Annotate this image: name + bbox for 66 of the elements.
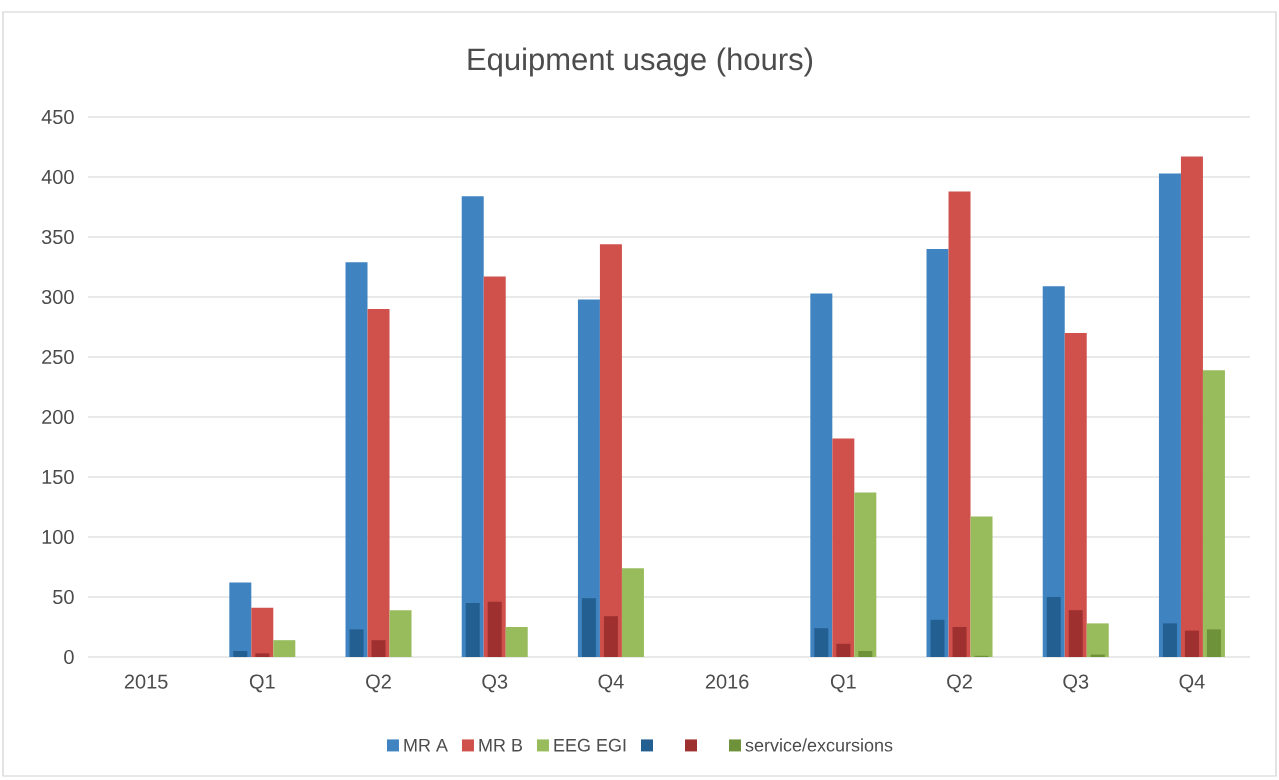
bar — [1206, 629, 1221, 657]
bar — [836, 643, 851, 657]
x-tick-label: Q2 — [366, 674, 391, 693]
y-tick-label: 350 — [41, 229, 74, 245]
bar — [1046, 596, 1061, 657]
bar — [345, 262, 368, 657]
x-tick-label: Q2 — [947, 674, 972, 693]
y-tick-label: 400 — [41, 169, 74, 185]
x-tick-label: Q3 — [482, 674, 508, 693]
bar — [1180, 156, 1203, 657]
bar — [621, 568, 644, 657]
legend-label: service/excursions — [745, 738, 893, 752]
chart-title: Equipment usage (hours) — [468, 47, 813, 77]
bar — [970, 516, 993, 657]
bar — [581, 598, 596, 657]
bar — [465, 602, 480, 657]
x-tick-label: Q4 — [598, 674, 624, 693]
x-tick-label: Q3 — [1063, 674, 1089, 693]
bar — [599, 244, 622, 657]
y-tick-label: 100 — [42, 529, 74, 545]
x-tick-label: 2015 — [124, 674, 168, 689]
y-tick-label: 0 — [64, 649, 74, 665]
bar — [1064, 332, 1087, 657]
bar — [926, 248, 949, 657]
bar — [952, 626, 967, 657]
bar — [1184, 630, 1199, 657]
bar — [603, 616, 618, 657]
bar — [1158, 173, 1181, 657]
bar — [854, 492, 877, 657]
bar — [487, 601, 502, 657]
bar — [255, 653, 270, 657]
bar — [814, 628, 829, 657]
bar — [349, 629, 364, 657]
bar — [251, 607, 274, 657]
bar — [367, 308, 390, 657]
bar — [858, 650, 873, 657]
y-tick-label: 450 — [41, 109, 74, 125]
bar — [389, 610, 412, 657]
legend-label: EEG EGI — [554, 738, 626, 752]
bar — [461, 196, 484, 657]
legend-label: MR A — [404, 739, 448, 752]
y-tick-label: 300 — [41, 289, 74, 305]
x-tick-label: Q1 — [830, 674, 856, 693]
bar — [229, 582, 252, 657]
x-tick-label: Q4 — [1179, 674, 1205, 693]
bar — [371, 640, 386, 657]
bar — [948, 191, 971, 657]
bar — [1068, 610, 1083, 657]
bar — [1042, 286, 1065, 657]
x-tick-label: Q1 — [249, 674, 275, 693]
bar — [930, 619, 945, 657]
bar — [273, 640, 296, 657]
bar — [505, 626, 528, 657]
bar — [832, 438, 855, 657]
legend-label: MR B — [479, 739, 523, 752]
x-tick-label: 2016 — [705, 674, 749, 689]
bar — [233, 650, 248, 657]
y-tick-label: 250 — [42, 349, 74, 365]
y-tick-label: 150 — [42, 469, 74, 485]
bar — [483, 276, 506, 657]
bar — [810, 293, 833, 657]
y-tick-label: 50 — [53, 589, 74, 605]
bar — [1202, 370, 1225, 657]
y-tick-label: 200 — [42, 409, 74, 425]
bar — [1086, 623, 1109, 657]
bar — [1162, 623, 1177, 657]
